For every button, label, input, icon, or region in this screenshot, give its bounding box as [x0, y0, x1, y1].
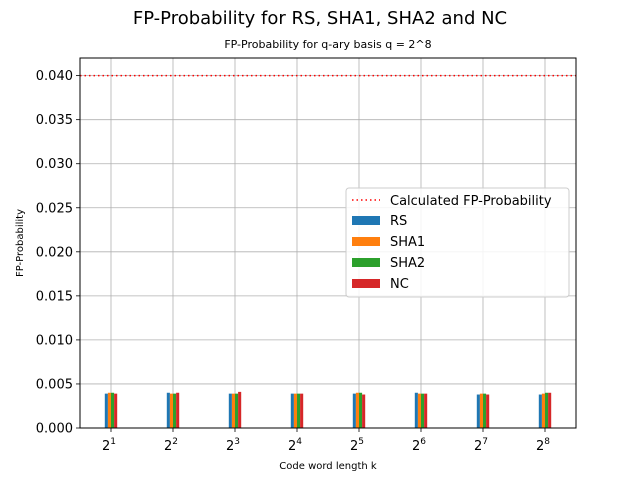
legend-swatch-nc: [352, 279, 380, 288]
plot-frame: [79, 57, 577, 429]
bar-sha2: [173, 393, 177, 428]
x-tick-label: 25: [350, 437, 364, 454]
y-tick-label: 0.010: [36, 333, 73, 348]
x-tick-label: 28: [536, 437, 550, 454]
bar-rs: [104, 393, 108, 428]
bar-nc: [114, 393, 118, 428]
grid-layer: [80, 58, 576, 429]
y-tick-label: 0.020: [36, 245, 73, 260]
legend-swatch-rs: [352, 216, 380, 225]
bar-sha2: [235, 393, 239, 428]
x-tick-label: 21: [102, 437, 116, 454]
bar-sha2: [483, 393, 487, 428]
figure-title: FP-Probability for RS, SHA1, SHA2 and NC: [132, 8, 508, 29]
bar-nc: [238, 391, 242, 428]
bar-nc: [424, 393, 428, 428]
bar-rs: [414, 392, 418, 428]
bar-sha1: [107, 392, 111, 428]
legend-swatch-sha2: [352, 258, 380, 267]
bar-rs: [290, 393, 294, 428]
x-axis: 21 22 23 24 25 26 27 28: [102, 428, 550, 454]
y-tick-label: 0.000: [36, 422, 73, 437]
chart-title: FP-Probability for q-ary basis q = 2^8: [224, 38, 432, 51]
x-tick-label: 24: [288, 437, 302, 454]
legend-label-rs: RS: [390, 214, 407, 229]
bar-nc: [362, 394, 366, 428]
bars-layer: [104, 391, 552, 428]
bar-rs: [352, 393, 356, 428]
legend-label-sha1: SHA1: [390, 235, 425, 250]
bar-rs: [538, 394, 542, 428]
y-tick-label: 0.030: [36, 157, 73, 172]
legend-label-sha2: SHA2: [390, 256, 425, 271]
bar-sha2: [545, 392, 549, 428]
bar-sha1: [169, 393, 173, 428]
y-tick-label: 0.035: [36, 113, 73, 128]
bar-sha2: [359, 392, 363, 428]
bar-rs: [166, 392, 170, 428]
bar-sha1: [293, 393, 297, 428]
y-tick-label: 0.005: [36, 377, 73, 392]
y-axis: 0.000 0.005 0.010 0.015 0.020 0.025 0.030 0.035…: [36, 69, 80, 437]
legend-label-nc: NC: [390, 277, 409, 292]
bar-sha2: [421, 393, 425, 428]
bar-sha1: [541, 393, 545, 428]
legend-swatch-sha1: [352, 237, 380, 246]
x-tick-label: 23: [226, 437, 240, 454]
x-tick-label: 26: [412, 437, 426, 454]
y-tick-label: 0.025: [36, 201, 73, 216]
bar-sha2: [297, 393, 301, 428]
bar-sha2: [111, 392, 115, 428]
x-axis-label: Code word length k: [279, 461, 377, 472]
x-tick-label: 27: [474, 437, 488, 454]
bar-rs: [476, 394, 480, 428]
y-tick-label: 0.015: [36, 289, 73, 304]
legend-label-calculated: Calculated FP-Probability: [390, 194, 552, 209]
legend-frame: [345, 187, 570, 298]
bar-sha1: [479, 393, 483, 428]
bar-sha1: [231, 393, 235, 428]
y-axis-label: FP-Probability: [15, 209, 26, 277]
bar-nc: [486, 394, 490, 428]
x-tick-label: 22: [164, 437, 178, 454]
bar-nc: [548, 392, 552, 428]
bar-rs: [228, 393, 232, 428]
bar-nc: [176, 392, 180, 428]
legend: Calculated FP-Probability RS SHA1 SHA2 N…: [345, 187, 570, 298]
bar-nc: [300, 393, 304, 428]
bar-sha1: [355, 392, 359, 428]
y-tick-label: 0.040: [36, 69, 73, 84]
bar-sha1: [417, 393, 421, 428]
